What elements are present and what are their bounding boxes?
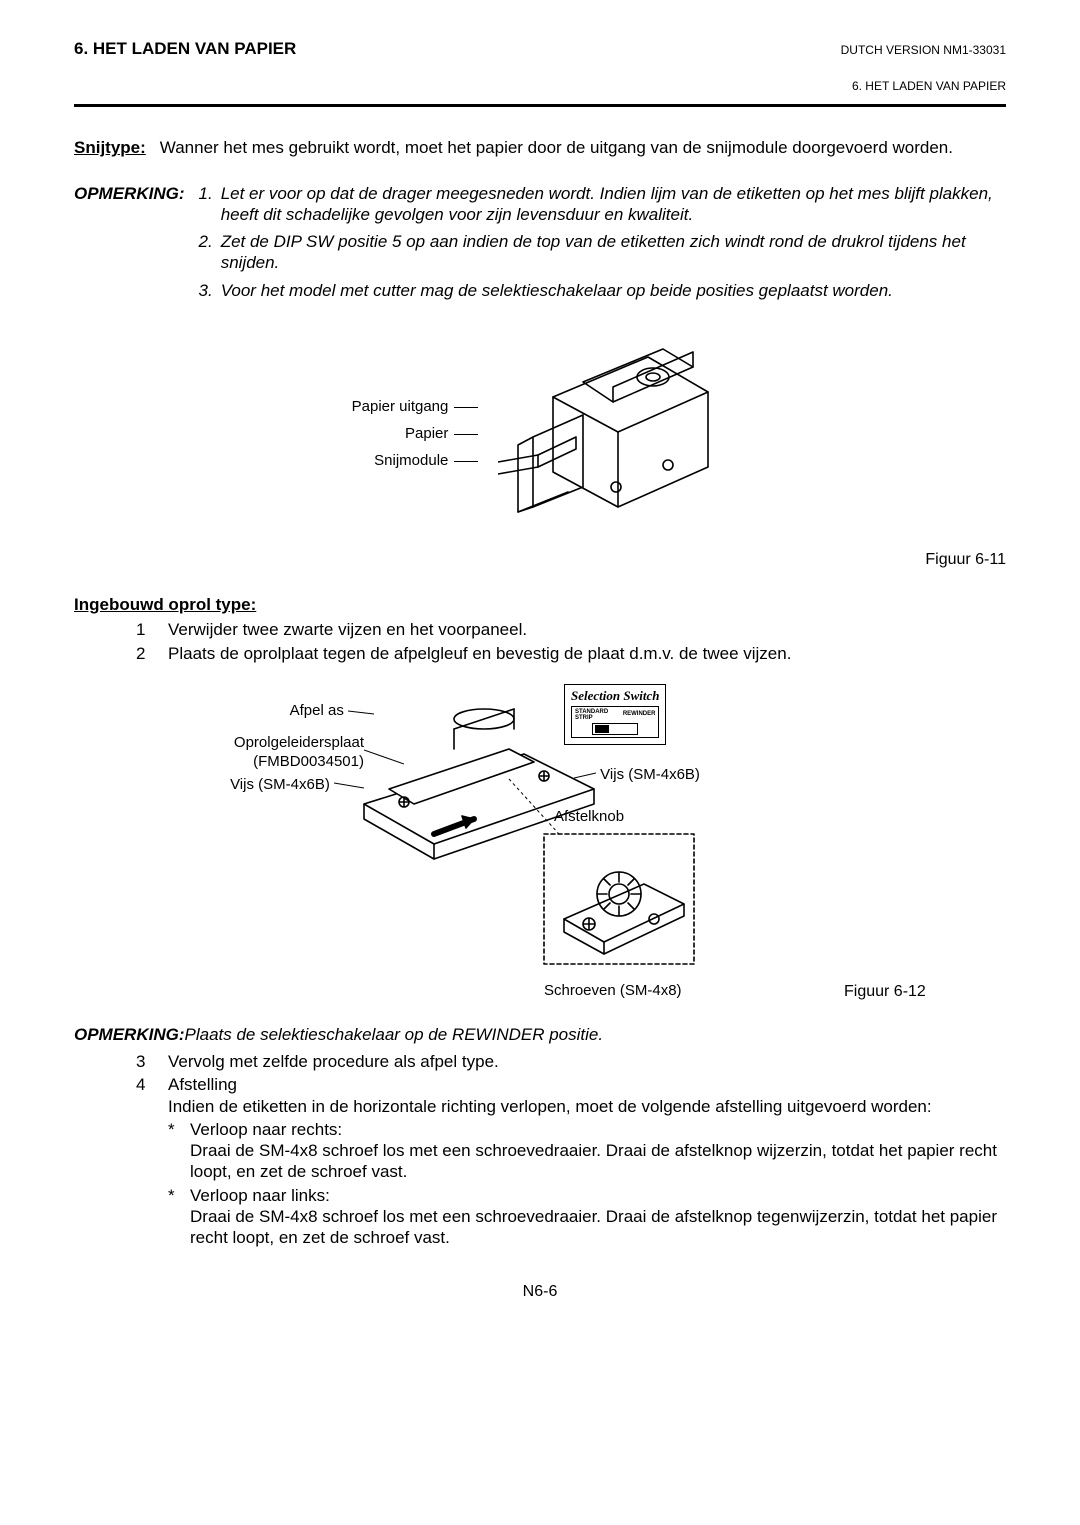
printer-cutter-illustration (498, 337, 728, 532)
list-num: 3 (136, 1051, 152, 1072)
label-text: Oprolgeleidersplaat (164, 734, 364, 753)
list-num: 2 (136, 643, 152, 664)
figure-6-11: Papier uitgang Papier Snijmodule (74, 337, 1006, 532)
step-4-body: Afstelling Indien de etiketten in de hor… (168, 1074, 1006, 1248)
list-item: 1 Verwijder twee zwarte vijzen en het vo… (136, 619, 1006, 640)
opmerking-item-text: Let er voor op dat de drager meegesneden… (221, 183, 1006, 226)
label-schroeven: Schroeven (SM-4x8) (544, 982, 682, 1001)
opmerking-block-2: OPMERKING:Plaats de selektieschakelaar o… (74, 1024, 1006, 1045)
list-num: 1 (136, 619, 152, 640)
list-item: 4 Afstelling Indien de etiketten in de h… (136, 1074, 1006, 1248)
opmerking-block-1: OPMERKING: 1. Let er voor op dat de drag… (74, 183, 1006, 307)
opmerking-item-text: Zet de DIP SW positie 5 op aan indien de… (221, 231, 1006, 274)
figure-6-12: Selection Switch STANDARD STRIP REWINDER (74, 684, 1006, 1014)
selection-switch-box: Selection Switch STANDARD STRIP REWINDER (564, 684, 666, 745)
page-number: N6-6 (74, 1282, 1006, 1302)
list-text: Verwijder twee zwarte vijzen en het voor… (168, 619, 527, 640)
bullet-text: Draai de SM-4x8 schroef los met een schr… (190, 1140, 1006, 1183)
steps-3-4-list: 3 Vervolg met zelfde procedure als afpel… (136, 1051, 1006, 1248)
snijtype-block: Snijtype: Wanner het mes gebruikt wordt,… (74, 137, 1006, 158)
leader-line (454, 461, 478, 462)
leader-line (454, 434, 478, 435)
opmerking-item: 1. Let er voor op dat de drager meegesne… (199, 183, 1007, 226)
opmerking-text-2: Plaats de selektieschakelaar op de REWIN… (185, 1025, 604, 1044)
switch-label-rewinder: REWINDER (623, 711, 656, 719)
opmerking-item: 3. Voor het model met cutter mag de sele… (199, 280, 1007, 301)
switch-label-strip: STRIP (575, 715, 608, 721)
label-snijmodule: Snijmodule (352, 452, 479, 471)
bullet-body: Verloop naar links: Draai de SM-4x8 schr… (190, 1185, 1006, 1249)
bullet-marker: * (168, 1185, 180, 1249)
leader-line-icon (364, 746, 404, 766)
label-oprolplaat: Oprolgeleidersplaat (FMBD0034501) (164, 734, 364, 772)
bullet-item: * Verloop naar rechts: Draai de SM-4x8 s… (168, 1119, 1006, 1183)
opmerking-item: 2. Zet de DIP SW positie 5 op aan indien… (199, 231, 1007, 274)
header-right-section: 6. HET LADEN VAN PAPIER (74, 79, 1006, 94)
label-text: Vijs (SM-4x6B) (230, 776, 330, 793)
bullet-list: * Verloop naar rechts: Draai de SM-4x8 s… (168, 1119, 1006, 1249)
label-papier: Papier (352, 425, 479, 444)
header-right-version: DUTCH VERSION NM1-33031 (841, 43, 1006, 58)
ingebouwd-list: 1 Verwijder twee zwarte vijzen en het vo… (136, 619, 1006, 664)
bullet-item: * Verloop naar links: Draai de SM-4x8 sc… (168, 1185, 1006, 1249)
header-rule (74, 104, 1006, 107)
snijtype-label: Snijtype: (74, 137, 146, 158)
label-papier-uitgang: Papier uitgang (352, 398, 479, 417)
opmerking-list-1: 1. Let er voor op dat de drager meegesne… (199, 183, 1007, 307)
label-text: Papier (405, 425, 448, 444)
list-text: Plaats de oprolplaat tegen de afpelgleuf… (168, 643, 791, 664)
list-item: 2 Plaats de oprolplaat tegen de afpelgle… (136, 643, 1006, 664)
label-vijs-left: Vijs (SM-4x6B) (204, 776, 364, 795)
figure-6-11-caption: Figuur 6-11 (74, 550, 1006, 570)
snijtype-text: Wanner het mes gebruikt wordt, moet het … (160, 137, 953, 158)
opmerking-item-num: 2. (199, 231, 213, 274)
header-left: 6. HET LADEN VAN PAPIER (74, 38, 296, 59)
opmerking-label-1: OPMERKING: (74, 183, 185, 307)
bullet-text: Draai de SM-4x8 schroef los met een schr… (190, 1206, 1006, 1249)
label-text: Vijs (SM-4x6B) (600, 766, 700, 783)
label-afstelknob: Afstelknob (554, 808, 624, 827)
label-text: Papier uitgang (352, 398, 449, 417)
opmerking-item-num: 1. (199, 183, 213, 226)
label-text: Snijmodule (374, 452, 448, 471)
step-4-title: Afstelling (168, 1074, 1006, 1095)
figure-6-12-caption: Figuur 6-12 (844, 982, 926, 1002)
leader-line (454, 407, 478, 408)
figure-6-11-labels: Papier uitgang Papier Snijmodule (352, 390, 479, 478)
list-item: 3 Vervolg met zelfde procedure als afpel… (136, 1051, 1006, 1072)
label-afpel-as: Afpel as (284, 702, 374, 721)
bullet-body: Verloop naar rechts: Draai de SM-4x8 sch… (190, 1119, 1006, 1183)
ingebouwd-title: Ingebouwd oprol type: (74, 594, 1006, 615)
list-num: 4 (136, 1074, 152, 1248)
page-header: 6. HET LADEN VAN PAPIER DUTCH VERSION NM… (74, 38, 1006, 59)
list-text: Vervolg met zelfde procedure als afpel t… (168, 1051, 1006, 1072)
opmerking-item-text: Voor het model met cutter mag de selekti… (221, 280, 893, 301)
afstelknob-illustration (534, 824, 704, 974)
label-part-number: (FMBD0034501) (164, 753, 364, 772)
label-text: Afpel as (290, 702, 344, 719)
afstelling-intro: Indien de etiketten in de horizontale ri… (168, 1096, 1006, 1117)
opmerking-label-2: OPMERKING: (74, 1025, 185, 1044)
bullet-heading: Verloop naar links: (190, 1185, 1006, 1206)
bullet-marker: * (168, 1119, 180, 1183)
selection-switch-title: Selection Switch (571, 688, 659, 704)
label-vijs-right: Vijs (SM-4x6B) (574, 766, 700, 785)
bullet-heading: Verloop naar rechts: (190, 1119, 1006, 1140)
opmerking-item-num: 3. (199, 280, 213, 301)
